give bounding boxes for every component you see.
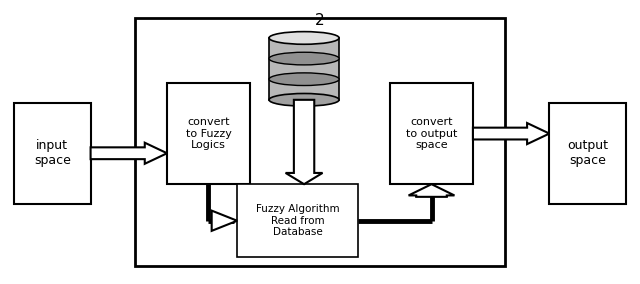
- Text: 2: 2: [315, 12, 325, 28]
- Ellipse shape: [269, 73, 339, 85]
- FancyArrow shape: [473, 123, 549, 144]
- Bar: [269, 38, 339, 100]
- Bar: [390, 83, 473, 184]
- Bar: [549, 103, 626, 204]
- FancyArrow shape: [212, 211, 237, 231]
- Text: Fuzzy Algorithm
Read from
Database: Fuzzy Algorithm Read from Database: [256, 204, 339, 237]
- Bar: [237, 184, 358, 257]
- FancyArrow shape: [285, 100, 323, 184]
- Bar: [167, 83, 250, 184]
- Text: input
space: input space: [34, 139, 71, 167]
- Bar: [135, 18, 505, 266]
- Ellipse shape: [269, 52, 339, 65]
- Ellipse shape: [269, 93, 339, 106]
- Text: convert
to output
space: convert to output space: [406, 117, 457, 150]
- Text: output
space: output space: [567, 139, 608, 167]
- Bar: [14, 103, 91, 204]
- Text: convert
to Fuzzy
Logics: convert to Fuzzy Logics: [186, 117, 232, 150]
- FancyArrow shape: [408, 184, 454, 197]
- Ellipse shape: [269, 32, 339, 44]
- FancyArrow shape: [91, 143, 167, 164]
